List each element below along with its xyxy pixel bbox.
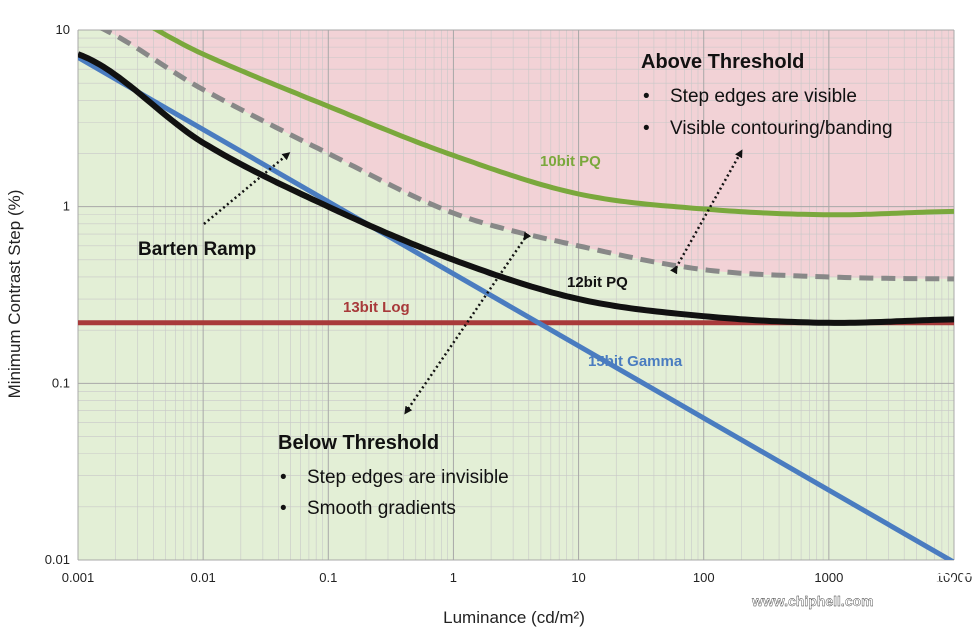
watermark-url: www.chiphell.com	[751, 593, 874, 609]
bullet-dot: •	[280, 467, 287, 488]
y-tick-label: 0.01	[45, 552, 70, 567]
y-tick-label: 0.1	[52, 375, 70, 390]
label-15bit-gamma: 15bit Gamma	[588, 353, 683, 370]
series-line-10bit-pq	[151, 30, 954, 218]
x-tick-label: 10	[571, 570, 585, 585]
label-13bit-log: 13bit Log	[343, 299, 410, 316]
above-threshold-title: Above Threshold	[641, 51, 804, 73]
bullet-dot: •	[643, 118, 650, 139]
watermark-logo: chip hell	[880, 553, 980, 623]
tick-labels: 0.001 0.01 0.1 1 10 100 1000 10000 0.01 0.1 1 10	[45, 22, 972, 585]
minor-gridlines	[78, 30, 954, 560]
above-bullet-1: Step edges are visible	[670, 86, 857, 107]
y-axis-title: Minimum Contrast Step (%)	[5, 190, 24, 399]
label-barten-ramp: Barten Ramp	[138, 239, 256, 260]
below-threshold-title: Below Threshold	[278, 432, 439, 454]
x-tick-label: 0.1	[319, 570, 337, 585]
x-tick-label: 0.001	[62, 570, 95, 585]
bullet-dot: •	[643, 86, 650, 107]
above-bullet-2: Visible contouring/banding	[670, 118, 893, 139]
y-tick-label: 1	[63, 199, 70, 214]
x-tick-label: 0.01	[190, 570, 215, 585]
below-bullet-2: Smooth gradients	[307, 498, 456, 519]
x-tick-label: 1	[450, 570, 457, 585]
label-12bit-pq: 12bit PQ	[567, 274, 628, 291]
watermark: chip hell www.chiphell.com	[751, 552, 980, 624]
plot-background	[78, 30, 954, 560]
label-10bit-pq: 10bit PQ	[540, 153, 601, 170]
bullet-dot: •	[280, 498, 287, 519]
x-tick-label: 100	[693, 570, 715, 585]
x-tick-label: 1000	[814, 570, 843, 585]
below-threshold-text: Below Threshold • Step edges are invisib…	[278, 432, 509, 519]
arrow-above-threshold	[670, 149, 743, 275]
x-tick-label: 10000	[936, 570, 972, 585]
arrow-barten-ramp	[203, 152, 291, 225]
x-axis-title: Luminance (cd/m²)	[443, 608, 585, 627]
above-threshold-text: Above Threshold • Step edges are visible…	[641, 51, 893, 139]
arrow-below-threshold	[404, 231, 532, 415]
y-tick-label: 10	[56, 22, 70, 37]
below-bullet-1: Step edges are invisible	[307, 467, 509, 488]
